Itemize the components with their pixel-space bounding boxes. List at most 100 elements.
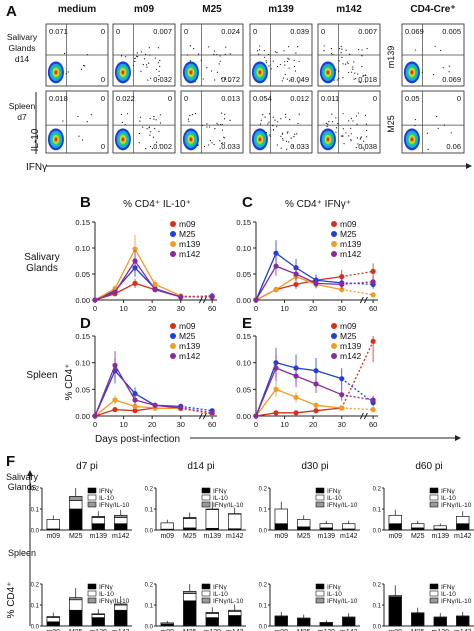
bar-segment [114, 523, 128, 531]
event-dot [262, 114, 264, 116]
bar-segment [342, 617, 356, 627]
bar-segment [456, 615, 470, 617]
side-label: M25 [386, 115, 396, 133]
quadrant-value: 0 [101, 75, 105, 84]
event-dot [63, 52, 66, 55]
category-label: M25 [297, 629, 311, 631]
quadrant-value: 0.022 [116, 94, 135, 103]
event-dot [213, 143, 215, 146]
legend-marker [170, 241, 176, 247]
legend-swatch [201, 487, 211, 494]
event-dot [145, 148, 147, 150]
event-dot [360, 137, 362, 139]
event-dot [297, 46, 299, 48]
legend-label: IL-10 [213, 495, 228, 502]
event-dot [155, 68, 158, 70]
event-dot [346, 61, 348, 63]
event-dot [202, 78, 204, 80]
arrow-head [27, 470, 33, 476]
event-dot [229, 53, 231, 55]
legend-label: m09 [179, 321, 196, 331]
event-dot [415, 49, 417, 51]
x-tick-label: 60 [369, 420, 377, 429]
density-contour [121, 137, 125, 141]
legend-marker [170, 343, 176, 349]
bar-segment [297, 617, 311, 620]
category-label: m142 [340, 533, 358, 540]
legend-label: M25 [340, 331, 357, 341]
event-dot [338, 77, 340, 80]
event-dot [213, 50, 216, 52]
legend-swatch [429, 597, 439, 604]
row-label: Spleen [26, 370, 57, 381]
event-dot [219, 148, 221, 150]
event-dot [276, 65, 279, 68]
event-dot [439, 49, 442, 52]
row-label: Spleen [9, 101, 36, 111]
y-tick-label: 0.05 [75, 385, 90, 394]
legend-label: IFNγ/IL-10 [213, 502, 244, 509]
event-dot [157, 47, 160, 49]
arrow-head [466, 163, 472, 169]
event-dot [350, 127, 352, 130]
legend-label: m139 [179, 239, 201, 249]
data-point [178, 294, 184, 300]
event-dot [146, 66, 148, 68]
series-line-dashed [180, 407, 213, 414]
event-dot [443, 124, 445, 126]
event-dot [152, 136, 154, 138]
quadrant-value: 0.012 [290, 94, 309, 103]
flow-plot: 0.011 0 0.038 [317, 90, 381, 154]
event-dot [350, 140, 352, 142]
column-header: m139 [268, 4, 294, 15]
event-dot [146, 128, 148, 130]
event-dot [345, 132, 347, 134]
event-dot [136, 52, 138, 54]
legend-label: IFNγ/IL-10 [99, 502, 130, 509]
event-dot [342, 112, 344, 115]
data-point [339, 287, 345, 293]
line-chart: C % CD4⁺ IFNγ⁺ 0.00 0.05 0.10 0.15 0 10 20 30 60 m0… [236, 194, 378, 313]
event-dot [120, 55, 123, 57]
data-point [370, 407, 376, 413]
event-dot [224, 77, 226, 79]
event-dot [342, 63, 344, 65]
event-dot [200, 59, 202, 61]
flow-plot: 0.022 0 0.002 [112, 90, 176, 154]
series-line-dashed [341, 378, 374, 404]
event-dot [224, 53, 226, 56]
data-point [339, 376, 345, 382]
data-point [152, 287, 158, 293]
category-label: m09 [388, 629, 402, 631]
legend-swatch [87, 583, 97, 590]
event-dot [220, 112, 223, 114]
event-dot [298, 113, 300, 115]
y-tick-label: 0.15 [75, 332, 90, 341]
event-dot [342, 128, 344, 130]
data-point [273, 263, 279, 269]
legend-label: m09 [340, 321, 357, 331]
data-point [370, 268, 376, 274]
x-tick-label: 60 [208, 420, 216, 429]
category-label: m139 [317, 533, 335, 540]
data-point [253, 297, 259, 303]
event-dot [127, 113, 129, 115]
legend-label: IFNγ [441, 584, 455, 591]
event-dot [223, 136, 225, 138]
bar-segment [69, 496, 83, 501]
legend-label: m09 [340, 219, 357, 229]
event-dot [208, 46, 210, 48]
event-dot [269, 134, 271, 136]
event-dot [132, 64, 135, 67]
event-dot [259, 45, 261, 47]
event-dot [414, 124, 416, 127]
legend-label: M25 [179, 229, 196, 239]
category-label: m09 [388, 533, 402, 540]
event-dot [293, 59, 295, 62]
quadrant-value: 0.049 [290, 75, 309, 84]
bar-segment [91, 517, 105, 525]
event-dot [288, 80, 291, 82]
bar-segment [388, 523, 402, 531]
event-dot [216, 122, 218, 124]
event-dot [149, 145, 152, 148]
